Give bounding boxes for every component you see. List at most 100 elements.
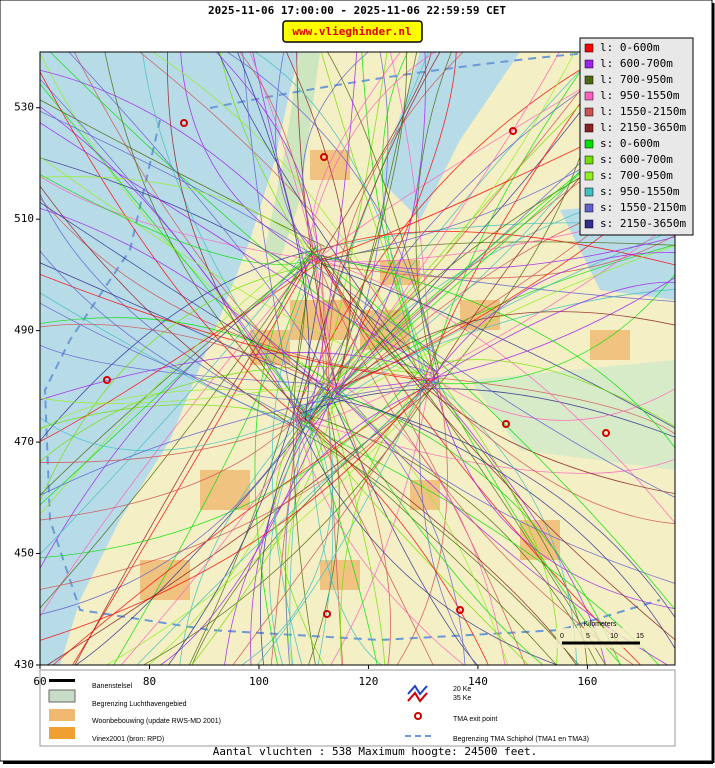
- legend-swatch: [584, 219, 594, 229]
- key-label: Begrenzing Luchthavengebied: [92, 701, 187, 708]
- flight-track: [328, 52, 464, 399]
- flight-track: [237, 52, 310, 423]
- flight-track: [40, 377, 430, 641]
- flight-track: [309, 426, 382, 665]
- flight-track: [40, 352, 433, 401]
- key-box: [39, 669, 676, 747]
- key-airport-swatch: [48, 689, 76, 703]
- flight-track: [294, 427, 580, 665]
- flight-track: [285, 429, 316, 665]
- legend-label: s: 2150-3650m: [600, 217, 686, 230]
- x-tick-label: 120: [359, 675, 379, 688]
- flight-track: [431, 380, 578, 665]
- flight-track: [322, 52, 432, 255]
- flight-track: [338, 52, 389, 395]
- flight-track: [40, 193, 308, 428]
- flight-track: [337, 382, 506, 665]
- flight-track: [298, 418, 675, 474]
- scalebar-tick-label: 15: [636, 633, 644, 640]
- flight-track: [40, 71, 306, 423]
- x-tick-label: 100: [249, 675, 269, 688]
- flight-track: [179, 398, 324, 665]
- flight-track: [312, 424, 529, 665]
- flight-track: [252, 52, 341, 400]
- flight-track: [320, 255, 675, 494]
- flight-track: [180, 52, 318, 261]
- flight-track: [40, 264, 315, 502]
- flight-track: [40, 381, 439, 496]
- legend-label: l: 0-600m: [600, 41, 660, 54]
- flight-track: [339, 393, 621, 665]
- flight-track: [340, 375, 428, 665]
- flight-track: [432, 373, 675, 610]
- flight-track: [321, 263, 675, 429]
- flight-track: [327, 52, 407, 384]
- flight-track: [322, 254, 675, 641]
- flight-track: [311, 236, 675, 271]
- flight-track: [337, 391, 675, 584]
- flight-track: [305, 415, 378, 665]
- flight-track: [439, 377, 675, 435]
- flight-track: [268, 394, 323, 665]
- key-label: TMA exit point: [453, 716, 497, 723]
- flight-track: [314, 230, 675, 266]
- key-label: 35 Ke: [453, 695, 471, 702]
- legend-label: l: 600-700m: [600, 57, 673, 70]
- site-link[interactable]: www.vlieghinder.nl: [282, 20, 423, 43]
- flight-track: [227, 52, 440, 383]
- flight-track: [275, 52, 312, 251]
- flight-track: [40, 317, 329, 382]
- flight-track: [297, 388, 675, 438]
- legend-label: s: 700-950m: [600, 169, 673, 182]
- legend: l: 0-600m l: 600-700m l: 700-950m l: 950-15…: [579, 37, 694, 236]
- key-vinex-swatch: [49, 727, 75, 739]
- flight-track: [74, 248, 316, 665]
- legend-label: s: 1550-2150m: [600, 201, 686, 214]
- flight-track: [40, 383, 324, 521]
- legend-swatch: [584, 123, 594, 133]
- flight-track: [219, 52, 306, 250]
- flight-track: [188, 263, 307, 665]
- flight-track: [40, 207, 328, 392]
- flight-track: [120, 423, 304, 665]
- flight-track: [40, 302, 323, 400]
- flight-track: [40, 99, 326, 247]
- flight-track: [329, 396, 544, 665]
- flight-track: [314, 234, 675, 279]
- flight-track: [40, 52, 334, 386]
- flight-track: [249, 52, 334, 395]
- scalebar-tick-label: 5: [586, 633, 590, 640]
- flight-track: [40, 122, 440, 375]
- flight-track: [271, 262, 321, 665]
- x-tick-label: 80: [143, 675, 156, 688]
- flight-track: [329, 379, 466, 665]
- legend-label: l: 950-1550m: [600, 89, 680, 102]
- flight-track: [321, 395, 675, 618]
- map-border: [39, 51, 676, 666]
- flight-track: [104, 52, 316, 422]
- flight-track: [167, 52, 314, 427]
- flight-track: [40, 244, 317, 609]
- flight-track: [40, 106, 303, 424]
- link-text[interactable]: www.vlieghinder.nl: [292, 25, 411, 38]
- flight-track: [254, 52, 422, 375]
- flight-track: [40, 410, 313, 451]
- legend-swatch: [584, 187, 594, 197]
- footer: Aantal vluchten : 538 Maximum hoogte: 24…: [213, 745, 538, 758]
- key-runway-swatch: [49, 679, 75, 682]
- flight-track: [40, 174, 318, 265]
- tma-exit-points: [103, 119, 610, 618]
- legend-label: l: 700-950m: [600, 73, 673, 86]
- flight-track: [75, 415, 315, 665]
- flight-track: [320, 241, 675, 262]
- flight-track: [106, 380, 438, 665]
- flight-track: [254, 256, 306, 665]
- legend-label: l: 1550-2150m: [600, 105, 686, 118]
- flight-track: [293, 250, 321, 665]
- flight-track: [432, 252, 675, 378]
- scalebar-tick-label: 10: [610, 633, 618, 640]
- legend-label: s: 600-700m: [600, 153, 673, 166]
- key: Banenstelsel Begrenzing Luchthavengebied…: [39, 669, 676, 747]
- flight-track: [308, 52, 358, 423]
